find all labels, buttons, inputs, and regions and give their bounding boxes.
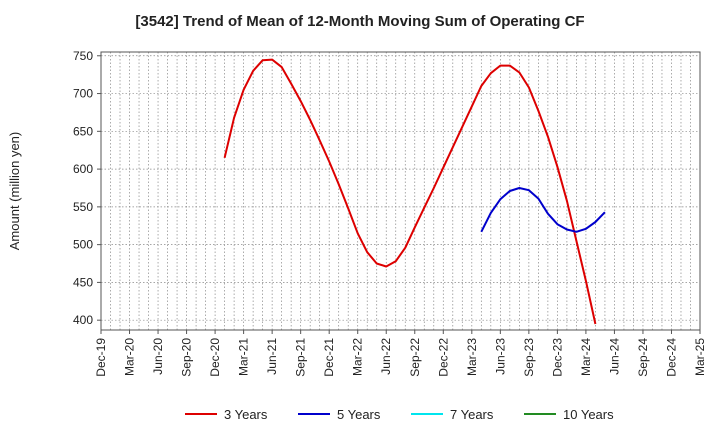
- plot-frame: [100, 51, 701, 331]
- x-axis: Dec-19 Mar-20 Jun-20 Sep-20 Dec-20 Mar-21 Jun-…: [94, 330, 707, 377]
- chart-title: [3542] Trend of Mean of 12-Month Moving …: [135, 13, 584, 30]
- x-tick-label: Mar-25: [693, 338, 707, 376]
- x-tick-label: Sep-23: [522, 338, 536, 377]
- x-tick-label: Sep-20: [180, 338, 194, 377]
- x-tick-label: Mar-21: [237, 338, 251, 376]
- x-tick-label: Jun-23: [493, 338, 507, 375]
- x-tick-label: Jun-24: [607, 338, 621, 375]
- x-tick-label: Dec-20: [208, 338, 222, 377]
- series-line-5-years: [480, 187, 606, 233]
- legend-label-7-years: 7 Years: [450, 407, 494, 422]
- series-line-3-years: [223, 58, 597, 325]
- x-tick-label: Dec-23: [550, 338, 564, 377]
- y-tick-label: 500: [73, 238, 93, 252]
- x-tick-label: Dec-24: [664, 338, 678, 377]
- x-tick-label: Mar-20: [123, 338, 137, 376]
- y-tick-label: 600: [73, 162, 93, 176]
- y-tick-label: 650: [73, 124, 93, 138]
- y-tick-label: 550: [73, 200, 93, 214]
- y-tick-label: 750: [73, 49, 93, 63]
- legend-label-5-years: 5 Years: [337, 407, 381, 422]
- y-tick-label: 700: [73, 87, 93, 101]
- x-tick-label: Sep-22: [408, 338, 422, 377]
- x-tick-label: Mar-22: [351, 338, 365, 376]
- series-lines: [223, 58, 606, 325]
- y-tick-label: 400: [73, 313, 93, 327]
- x-tick-label: Mar-23: [465, 338, 479, 376]
- x-tick-label: Jun-21: [265, 338, 279, 375]
- x-tick-label: Jun-20: [151, 338, 165, 375]
- y-tick-label: 450: [73, 275, 93, 289]
- x-tick-label: Jun-22: [379, 338, 393, 375]
- gridlines: [101, 52, 700, 330]
- y-axis: 400 450 500 550 600 650 700 750: [73, 49, 101, 327]
- legend-label-3-years: 3 Years: [224, 407, 268, 422]
- y-axis-label: Amount (million yen): [7, 132, 22, 251]
- legend-label-10-years: 10 Years: [563, 407, 614, 422]
- legend: 3 Years 5 Years 7 Years 10 Years: [185, 407, 614, 422]
- x-tick-label: Dec-21: [322, 338, 336, 377]
- x-tick-label: Dec-19: [94, 338, 108, 377]
- x-tick-label: Mar-24: [579, 338, 593, 376]
- x-tick-label: Sep-24: [636, 338, 650, 377]
- x-tick-label: Dec-22: [436, 338, 450, 377]
- x-tick-label: Sep-21: [294, 338, 308, 377]
